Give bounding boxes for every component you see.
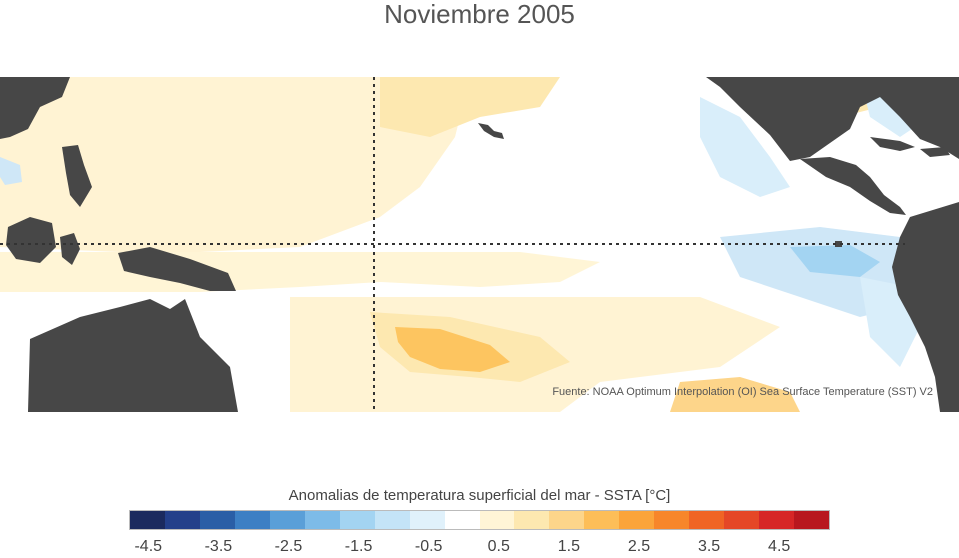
color-swatch <box>269 511 305 529</box>
color-swatch <box>234 511 270 529</box>
color-scale-tick-label: 1.5 <box>557 538 580 555</box>
land-hispaniola <box>920 147 950 157</box>
color-swatch <box>619 511 655 529</box>
cool-anomaly-west <box>0 157 22 185</box>
color-swatch <box>444 511 480 529</box>
land-masses <box>0 77 959 412</box>
color-scale-tick-label: -4.5 <box>134 538 163 555</box>
color-swatch <box>549 511 585 529</box>
land-asia <box>0 77 70 139</box>
land-galapagos <box>835 241 842 247</box>
color-swatch <box>759 511 795 529</box>
color-scale-ticks: -4.5 -3.5 -2.5 -1.5 -0.5 0.5 1.5 2.5 3.5 4.5 <box>0 538 959 558</box>
color-scale-tick-label: -3.5 <box>204 538 233 555</box>
cool-anomaly-baja <box>700 97 790 197</box>
color-swatch <box>199 511 235 529</box>
land-australia <box>28 299 238 412</box>
color-swatch <box>374 511 410 529</box>
color-scale-tick-label: -1.5 <box>344 538 373 555</box>
land-borneo <box>6 217 56 263</box>
color-scale-tick-label: 2.5 <box>627 538 651 555</box>
land-central-america <box>800 157 906 215</box>
color-scale-tick-label: -0.5 <box>414 538 443 555</box>
warm-anomaly-core <box>395 327 510 372</box>
land-new-guinea <box>118 247 236 291</box>
land-south-america <box>892 202 959 412</box>
color-swatch <box>130 511 165 529</box>
land-cuba <box>870 137 915 151</box>
warm-anomaly-west-pacific <box>0 77 470 252</box>
color-scale-tick-label: 4.5 <box>768 538 791 555</box>
color-swatch <box>304 511 340 529</box>
land-philippines <box>62 145 92 207</box>
land-sulawesi <box>60 233 80 265</box>
color-scale-tick-label: 3.5 <box>697 538 721 555</box>
color-scale-tick-label: -2.5 <box>274 538 303 555</box>
land-north-america <box>706 77 959 161</box>
color-scale-bar <box>129 510 830 530</box>
color-swatch <box>479 511 515 529</box>
color-swatch <box>339 511 375 529</box>
legend-title: Anomalias de temperatura superficial del… <box>288 487 671 504</box>
color-swatch <box>689 511 725 529</box>
sst-anomaly-map <box>0 77 959 412</box>
data-source-note: Fuente: NOAA Optimum Interpolation (OI) … <box>552 386 933 398</box>
cool-anomaly-equatorial-core <box>790 245 880 277</box>
warm-anomaly-southeast <box>670 377 800 412</box>
color-swatch <box>584 511 620 529</box>
color-swatch <box>514 511 550 529</box>
land-hawaii <box>478 123 504 139</box>
color-scale-tick-label: 0.5 <box>487 538 510 555</box>
color-swatch <box>654 511 690 529</box>
map-title: Noviembre 2005 <box>384 0 575 29</box>
color-swatch <box>164 511 200 529</box>
color-swatch <box>409 511 445 529</box>
color-swatch <box>794 511 830 529</box>
color-swatch <box>724 511 760 529</box>
warm-anomaly-north-pacific <box>380 77 560 137</box>
